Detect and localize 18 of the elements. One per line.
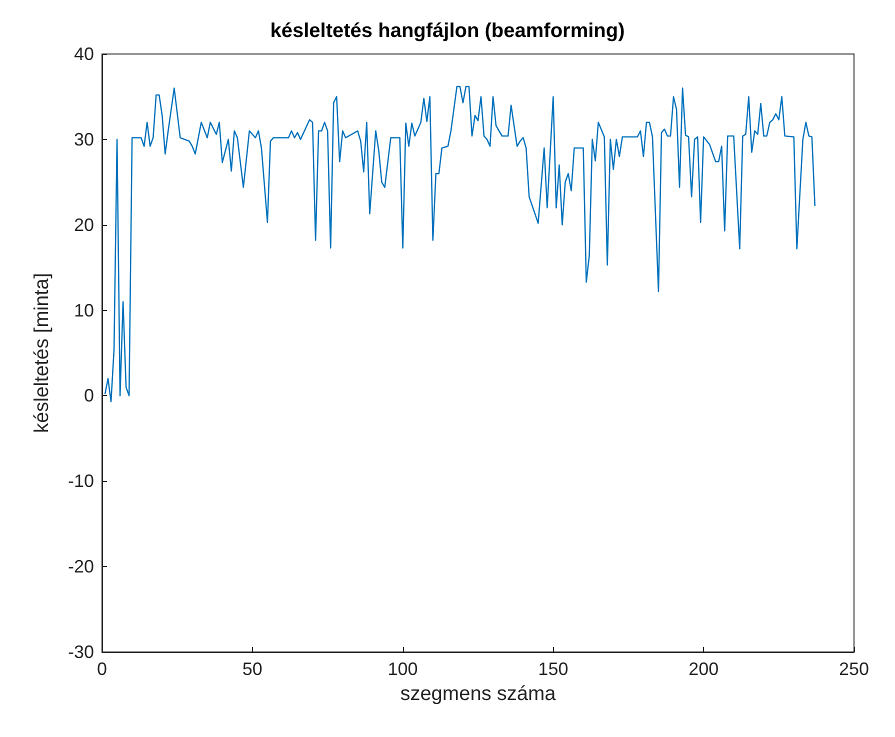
line-series: [104, 86, 816, 402]
x-tick-label: 50: [242, 659, 262, 679]
y-tick-label: 0: [84, 386, 94, 406]
x-tick-label: 200: [688, 659, 719, 679]
y-tick-label: 40: [74, 44, 94, 64]
y-tick-label: -30: [68, 642, 94, 662]
x-tick-label: 100: [388, 659, 418, 679]
y-tick-label: 20: [74, 214, 94, 235]
chart-title: késleltetés hangfájlon (beamforming): [270, 20, 625, 42]
y-axis-title: késleltetés [minta]: [31, 272, 53, 434]
y-tick-label: 30: [74, 129, 94, 150]
x-tick-label: 0: [96, 659, 108, 679]
y-tick-label: 10: [74, 300, 94, 320]
y-tick-label: -10: [68, 471, 94, 492]
x-tick-label: 250: [838, 659, 870, 679]
y-tick-label: -20: [68, 556, 94, 577]
x-tick-label: 150: [538, 659, 568, 679]
x-axis-title: szegmens száma: [400, 683, 557, 705]
